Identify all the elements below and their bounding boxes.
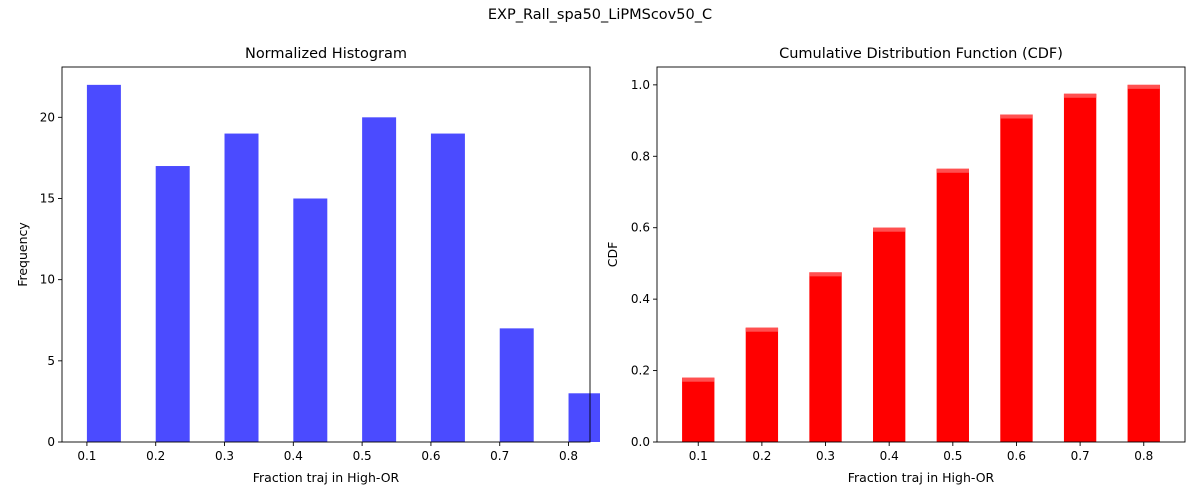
bar	[362, 117, 397, 442]
y-tick-label: 0	[47, 435, 55, 449]
x-axis-label: Fraction traj in High-OR	[848, 470, 995, 485]
x-tick-label: 0.4	[284, 449, 303, 463]
y-tick-label: 15	[40, 191, 55, 205]
x-tick-label: 0.6	[421, 449, 440, 463]
bar-cap	[873, 227, 906, 232]
x-tick-label: 0.3	[816, 449, 835, 463]
y-tick-label: 10	[40, 273, 55, 287]
bar	[745, 327, 779, 442]
y-tick-label: 20	[40, 110, 55, 124]
figure-title: EXP_Rall_spa50_LiPMScov50_C	[487, 7, 713, 23]
bar	[155, 166, 190, 442]
bar-cap	[745, 327, 779, 332]
x-tick-label: 0.4	[880, 449, 899, 463]
x-tick-label: 0.2	[752, 449, 771, 463]
y-tick-label: 0.6	[631, 221, 650, 235]
bar	[809, 272, 842, 442]
cdf-chart: Cumulative Distribution Function (CDF) 0.…	[605, 46, 1186, 485]
bar	[430, 133, 465, 442]
bar-cap	[1127, 84, 1160, 89]
y-tick-label: 0.0	[631, 435, 650, 449]
y-tick-label: 0.4	[631, 292, 650, 306]
x-tick-label: 0.8	[559, 449, 578, 463]
bar	[293, 198, 328, 442]
y-tick-label: 1.0	[631, 78, 650, 92]
bar	[682, 377, 715, 442]
x-tick-label: 0.3	[215, 449, 234, 463]
bar	[873, 227, 906, 442]
bar-cap	[936, 168, 969, 173]
x-tick-label: 0.6	[1007, 449, 1026, 463]
x-tick-label: 0.7	[1071, 449, 1090, 463]
x-tick-label: 0.8	[1134, 449, 1153, 463]
bar-cap	[809, 272, 842, 277]
y-tick-label: 0.8	[631, 149, 650, 163]
chart-title: Normalized Histogram	[245, 46, 407, 62]
x-tick-label: 0.1	[77, 449, 96, 463]
plot-frame	[61, 66, 591, 443]
y-tick-label: 0.2	[631, 364, 650, 378]
bar	[499, 328, 534, 442]
x-tick-label: 0.7	[490, 449, 509, 463]
bar	[224, 133, 259, 442]
bar-cap	[1063, 93, 1097, 98]
y-axis-label: CDF	[605, 242, 620, 268]
y-tick-label: 5	[47, 354, 55, 368]
bar-cap	[682, 377, 715, 382]
bar	[936, 168, 969, 443]
bar	[1063, 93, 1097, 443]
x-tick-label: 0.1	[689, 449, 708, 463]
plot-frame	[656, 66, 1186, 443]
y-axis-label: Frequency	[15, 222, 30, 287]
x-tick-label: 0.2	[146, 449, 165, 463]
x-tick-label: 0.5	[353, 449, 372, 463]
bar	[1000, 114, 1033, 442]
bar-cap	[1000, 114, 1033, 119]
bar	[86, 84, 121, 442]
histogram-chart: Normalized Histogram 0.1 0.2 0.3 0.4 0.5 0.6 0.…	[15, 46, 600, 485]
x-axis-label: Fraction traj in High-OR	[253, 470, 400, 485]
x-tick-label: 0.5	[943, 449, 962, 463]
bar	[1127, 84, 1160, 442]
bar	[568, 393, 600, 442]
chart-title: Cumulative Distribution Function (CDF)	[779, 46, 1063, 62]
